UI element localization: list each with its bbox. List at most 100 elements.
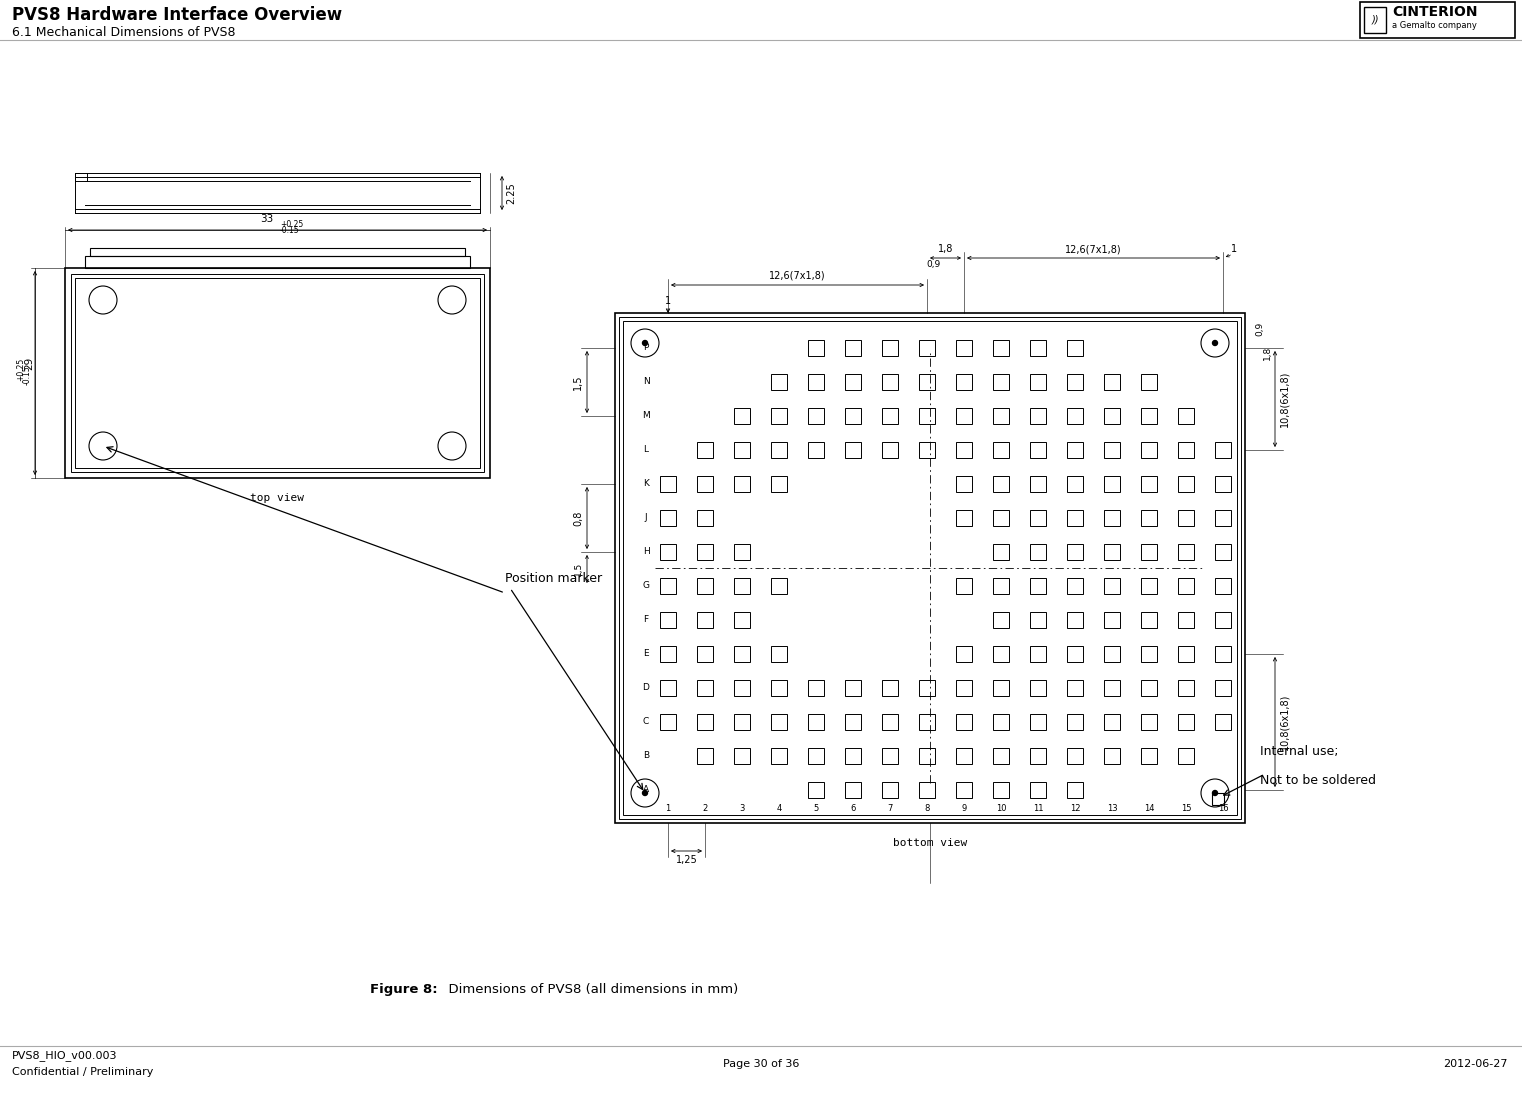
- Text: 6.1 Mechanical Dimensions of PVS8: 6.1 Mechanical Dimensions of PVS8: [12, 25, 236, 39]
- Bar: [992, 510, 1009, 526]
- Text: 1,25: 1,25: [676, 855, 697, 865]
- Text: C: C: [642, 718, 648, 727]
- Bar: [883, 375, 898, 390]
- Bar: [615, 312, 1245, 823]
- Bar: [845, 340, 861, 356]
- Bar: [845, 748, 861, 765]
- Bar: [1142, 578, 1157, 594]
- Bar: [661, 612, 676, 628]
- Bar: [992, 646, 1009, 661]
- Bar: [919, 782, 935, 798]
- Text: a Gemalto company: a Gemalto company: [1393, 21, 1476, 30]
- Text: 0,8: 0,8: [572, 511, 583, 525]
- Bar: [1030, 340, 1046, 356]
- Text: 1,8: 1,8: [938, 244, 953, 254]
- Bar: [1030, 476, 1046, 492]
- Bar: [1067, 680, 1084, 696]
- Bar: [697, 544, 712, 560]
- Bar: [1142, 442, 1157, 458]
- Text: Internal use;: Internal use;: [1260, 745, 1338, 758]
- Bar: [1178, 476, 1193, 492]
- Bar: [85, 256, 470, 268]
- Bar: [992, 680, 1009, 696]
- Bar: [956, 782, 973, 798]
- Text: PVS8_HIO_v00.003: PVS8_HIO_v00.003: [12, 1050, 117, 1061]
- Bar: [1067, 544, 1084, 560]
- Bar: [697, 646, 712, 661]
- Bar: [1030, 442, 1046, 458]
- Bar: [919, 375, 935, 390]
- Bar: [1142, 544, 1157, 560]
- Bar: [1103, 476, 1120, 492]
- Bar: [1215, 680, 1231, 696]
- Bar: [808, 680, 823, 696]
- Bar: [1067, 408, 1084, 424]
- Bar: [956, 714, 973, 730]
- Bar: [992, 442, 1009, 458]
- Bar: [956, 375, 973, 390]
- Bar: [1215, 442, 1231, 458]
- Text: 2.25: 2.25: [505, 182, 516, 204]
- Bar: [992, 612, 1009, 628]
- Bar: [661, 714, 676, 730]
- Bar: [1103, 375, 1120, 390]
- Circle shape: [642, 340, 647, 346]
- Bar: [1030, 646, 1046, 661]
- Bar: [956, 680, 973, 696]
- Bar: [919, 340, 935, 356]
- Bar: [661, 476, 676, 492]
- Bar: [734, 476, 750, 492]
- Text: 8: 8: [924, 804, 930, 813]
- Bar: [1142, 748, 1157, 765]
- Text: 12: 12: [1070, 804, 1081, 813]
- Text: 2012-06-27: 2012-06-27: [1443, 1059, 1508, 1069]
- Text: 15: 15: [1181, 804, 1192, 813]
- Bar: [734, 646, 750, 661]
- Bar: [808, 748, 823, 765]
- Bar: [619, 317, 1240, 819]
- Bar: [1178, 680, 1193, 696]
- Bar: [1178, 714, 1193, 730]
- Bar: [1142, 476, 1157, 492]
- Text: CINTERION: CINTERION: [1393, 6, 1478, 19]
- Bar: [772, 680, 787, 696]
- Bar: [1364, 7, 1387, 33]
- Bar: [992, 782, 1009, 798]
- Bar: [956, 646, 973, 661]
- Bar: [1178, 510, 1193, 526]
- Bar: [697, 476, 712, 492]
- Text: bottom view: bottom view: [893, 838, 966, 848]
- Bar: [1178, 408, 1193, 424]
- Bar: [72, 274, 484, 472]
- Text: 5: 5: [813, 804, 819, 813]
- Text: 1,5: 1,5: [572, 375, 583, 390]
- Bar: [734, 408, 750, 424]
- Bar: [808, 442, 823, 458]
- Bar: [1142, 408, 1157, 424]
- Bar: [1030, 714, 1046, 730]
- Text: 9: 9: [962, 804, 966, 813]
- Bar: [1215, 714, 1231, 730]
- Bar: [956, 510, 973, 526]
- Text: 11: 11: [1033, 804, 1043, 813]
- Bar: [697, 748, 712, 765]
- Circle shape: [642, 790, 647, 796]
- Text: 1,8: 1,8: [1263, 346, 1271, 360]
- Text: M: M: [642, 411, 650, 421]
- Text: +0.25: +0.25: [280, 220, 303, 229]
- Text: 1: 1: [1231, 244, 1237, 254]
- Text: PVS8 Hardware Interface Overview: PVS8 Hardware Interface Overview: [12, 6, 342, 24]
- Bar: [1030, 578, 1046, 594]
- Bar: [808, 408, 823, 424]
- Bar: [734, 442, 750, 458]
- Bar: [1067, 510, 1084, 526]
- Text: Dimensions of PVS8 (all dimensions in mm): Dimensions of PVS8 (all dimensions in mm…: [440, 984, 738, 996]
- Text: -0.15: -0.15: [23, 366, 32, 384]
- Text: B: B: [642, 751, 648, 760]
- Bar: [1067, 375, 1084, 390]
- Bar: [992, 340, 1009, 356]
- Bar: [661, 544, 676, 560]
- Bar: [661, 510, 676, 526]
- Bar: [1178, 544, 1193, 560]
- Bar: [1030, 748, 1046, 765]
